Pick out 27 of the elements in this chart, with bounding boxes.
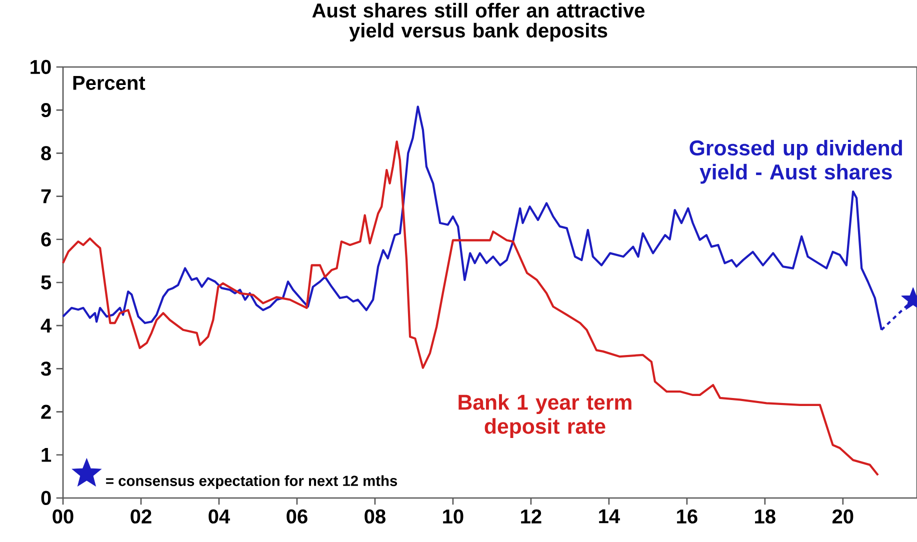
- x-tick-label: 18: [755, 509, 776, 524]
- x-tick-label: 14: [599, 509, 620, 524]
- y-tick-label: 4: [40, 318, 52, 332]
- y-tick-label: 7: [41, 189, 51, 204]
- annotation: = consensus expectation for next 12 mths: [106, 475, 398, 489]
- x-tick-label: 04: [208, 509, 230, 524]
- y-tick-label: 3: [40, 362, 51, 376]
- x-tick-label: 20: [832, 509, 854, 524]
- x-tick-label: 16: [677, 509, 698, 524]
- y-axis-title: Percent: [73, 76, 146, 90]
- y-tick-label: 1: [42, 448, 52, 462]
- y-tick-label: 0: [41, 490, 51, 506]
- series-label: Grossed up dividend yield - Aust shares: [690, 140, 902, 184]
- series-label: Bank 1 year term deposit rate: [458, 394, 632, 438]
- y-tick-label: 9: [41, 103, 51, 118]
- y-tick-label: 10: [30, 60, 51, 74]
- x-tick-label: 00: [52, 509, 74, 524]
- x-tick-label: 08: [364, 509, 386, 524]
- x-tick-label: 12: [521, 509, 542, 524]
- x-tick-label: 06: [286, 509, 308, 524]
- y-tick-label: 2: [41, 404, 51, 419]
- x-tick-label: 02: [130, 509, 152, 524]
- x-tick-label: 10: [443, 509, 464, 524]
- y-tick-label: 8: [41, 146, 52, 160]
- y-tick-label: 6: [41, 232, 51, 246]
- chart-title: Aust shares still offer an attractive yield versus bank deposits: [312, 2, 644, 42]
- y-tick-label: 5: [41, 276, 52, 290]
